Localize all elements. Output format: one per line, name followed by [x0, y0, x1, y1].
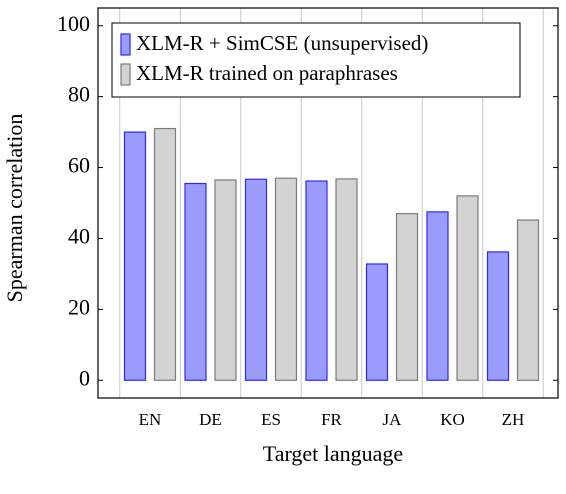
legend-box: [111, 22, 521, 98]
x-tick-label: ZH: [502, 410, 525, 429]
bar-simcse-ko: [426, 211, 449, 381]
legend-label-simcse: XLM-R + SimCSE (unsupervised): [136, 31, 428, 55]
bar-paraphrases-es: [274, 177, 298, 381]
bar-paraphrases-en: [153, 127, 177, 381]
x-tick-label: FR: [321, 410, 342, 429]
bar-paraphrases-ja: [395, 213, 419, 381]
y-tick-label: 80: [68, 82, 90, 107]
bar-simcse-fr: [305, 180, 328, 381]
plot-frame: [97, 7, 559, 399]
x-tick-label: EN: [139, 410, 162, 429]
bar-paraphrases-zh: [516, 219, 540, 381]
y-tick-label: 100: [57, 11, 90, 36]
bar-simcse-zh: [486, 251, 510, 381]
legend: XLM-R + SimCSE (unsupervised) XLM-R trai…: [111, 22, 521, 98]
legend-label-paraphrases: XLM-R trained on paraphrases: [136, 61, 398, 85]
bars: [123, 127, 540, 381]
y-axis-ticks: 0 20 40 60 80 100: [57, 11, 558, 390]
x-tick-label: DE: [199, 410, 222, 429]
legend-swatch-simcse: [120, 33, 131, 56]
y-tick-label: 60: [68, 153, 90, 178]
y-tick-label: 40: [68, 224, 90, 249]
x-tick-label: KO: [440, 410, 465, 429]
bar-simcse-es: [244, 178, 268, 381]
bar-paraphrases-ko: [456, 195, 479, 381]
x-axis-ticks: EN DE ES FR JA KO ZH: [139, 410, 525, 429]
x-tick-label: ES: [261, 410, 281, 429]
bar-simcse-ja: [365, 263, 389, 381]
x-tick-label: JA: [383, 410, 403, 429]
y-tick-label: 20: [68, 294, 90, 319]
bar-simcse-de: [184, 182, 207, 381]
y-tick-label: 0: [79, 365, 90, 390]
x-axis-label: Target language: [263, 441, 403, 466]
bar-paraphrases-fr: [335, 178, 358, 381]
legend-swatch-paraphrases: [120, 63, 131, 86]
bar-paraphrases-de: [214, 179, 237, 381]
bar-simcse-en: [123, 131, 147, 381]
y-axis-label: Spearman correlation: [2, 114, 27, 303]
